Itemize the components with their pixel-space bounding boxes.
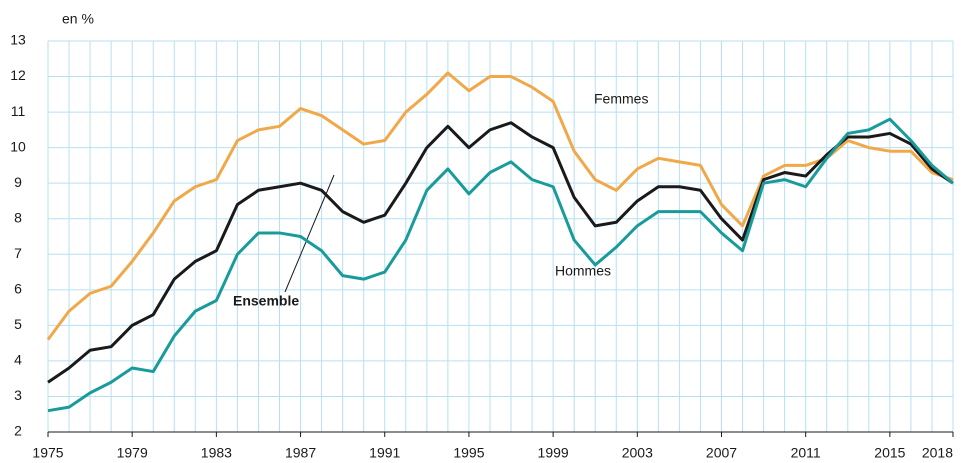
series-line — [47, 117, 954, 413]
x-tick-label: 1995 — [453, 445, 484, 461]
series-label: Ensemble — [233, 293, 299, 309]
series-line — [46, 71, 954, 341]
series-label: Femmes — [594, 91, 648, 107]
y-tick-label: 10 — [10, 138, 26, 154]
x-tick-label: 2015 — [874, 445, 905, 461]
x-tick-label: 2003 — [622, 445, 653, 461]
y-tick-label: 8 — [14, 209, 22, 225]
series-line — [47, 121, 954, 384]
x-tick-label: 1979 — [117, 445, 148, 461]
y-tick-label: 13 — [10, 32, 26, 48]
x-tick-label: 2018 — [922, 445, 953, 461]
x-tick-label: 2011 — [791, 445, 821, 461]
y-tick-label: 6 — [14, 281, 22, 297]
y-tick-label: 2 — [14, 423, 22, 439]
y-tick-label: 9 — [14, 174, 22, 190]
leader-line — [284, 174, 335, 293]
y-tick-label: 7 — [14, 245, 22, 261]
x-tick-label: 1991 — [369, 445, 400, 461]
y-tick-label: 3 — [14, 387, 22, 403]
y-tick-label: 12 — [10, 67, 26, 83]
y-tick-label: 4 — [14, 352, 22, 368]
x-tick-label: 1975 — [32, 445, 63, 461]
x-tick-label: 2007 — [706, 445, 737, 461]
x-tick-label: 1983 — [201, 445, 232, 461]
y-tick-label: 11 — [11, 103, 26, 119]
y-tick-label: 5 — [14, 316, 22, 332]
series-label: Hommes — [555, 263, 611, 279]
x-tick-label: 1987 — [285, 445, 316, 461]
x-tick-label: 1999 — [538, 445, 569, 461]
y-unit-label: en % — [62, 11, 94, 27]
